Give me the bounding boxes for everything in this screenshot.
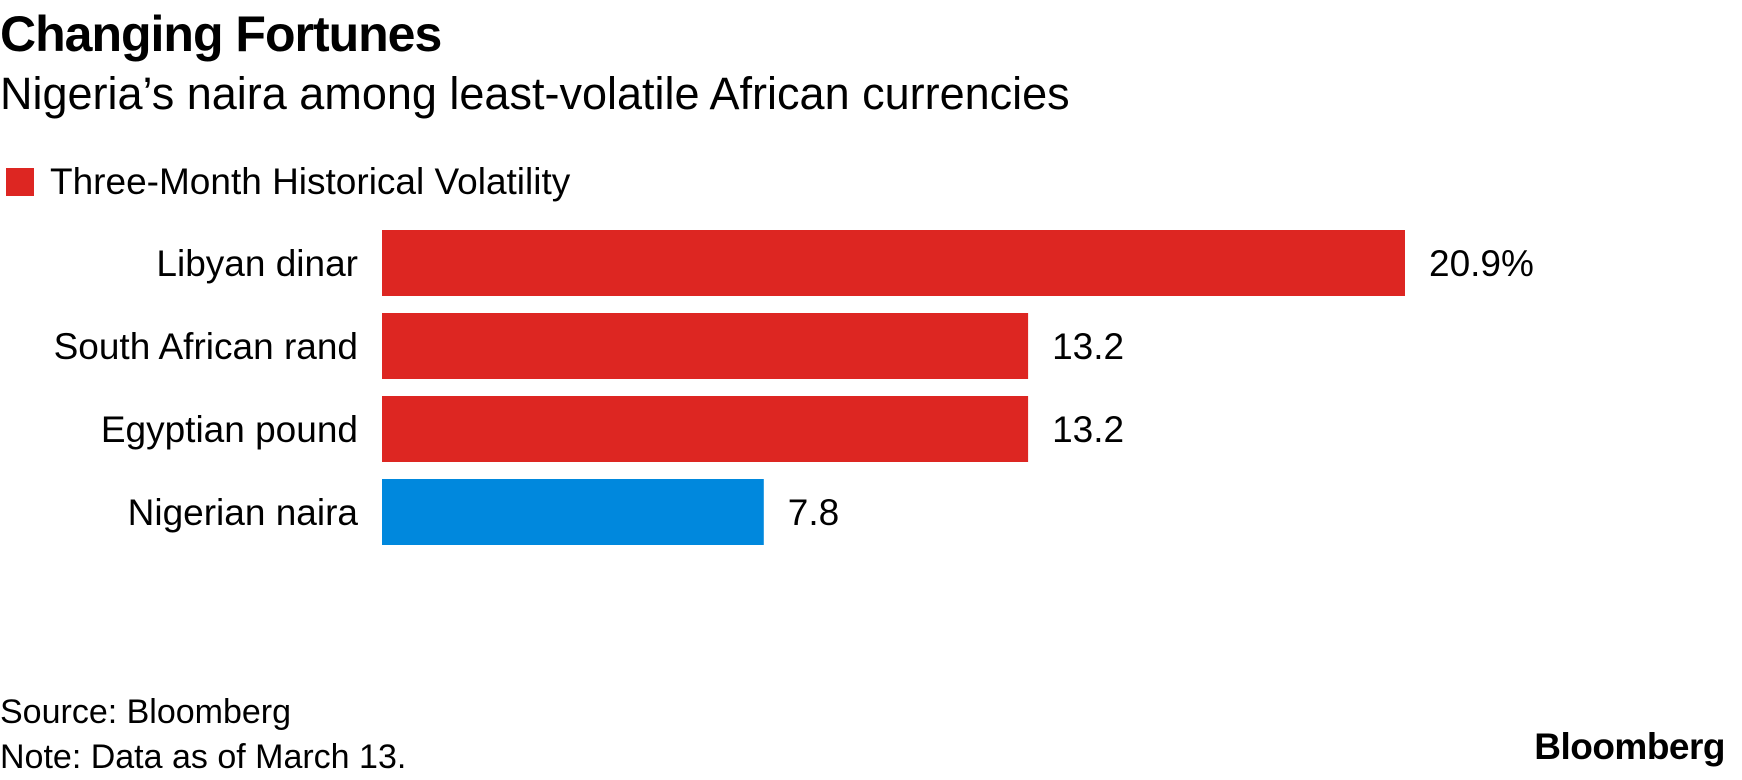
legend: Three-Month Historical Volatility [6,160,570,204]
bar-egyptian-pound [382,396,1029,462]
category-label: South African rand [54,326,358,367]
bar-nigerian-naira [382,479,764,545]
bloomberg-logo: Bloomberg [1534,726,1725,767]
value-label: 7.8 [788,492,839,533]
legend-swatch [6,168,34,196]
category-label: Nigerian naira [128,492,359,533]
source-note: Source: Bloomberg [0,693,292,731]
legend-label: Three-Month Historical Volatility [50,161,571,202]
chart-title: Changing Fortunes [0,6,442,62]
bar-libyan-dinar [382,230,1405,296]
value-label: 13.2 [1052,326,1124,367]
category-label: Libyan dinar [156,243,358,284]
bar-chart: Libyan dinar 20.9% South African rand 13.2 E… [54,230,1534,545]
chart-subtitle: Nigeria’s naira among least-volatile Afr… [0,68,1070,119]
data-note: Note: Data as of March 13. [0,738,407,776]
value-label: 13.2 [1052,409,1124,450]
category-label: Egyptian pound [101,409,358,450]
value-label: 20.9% [1429,243,1534,284]
bar-south-african-rand [382,313,1029,379]
